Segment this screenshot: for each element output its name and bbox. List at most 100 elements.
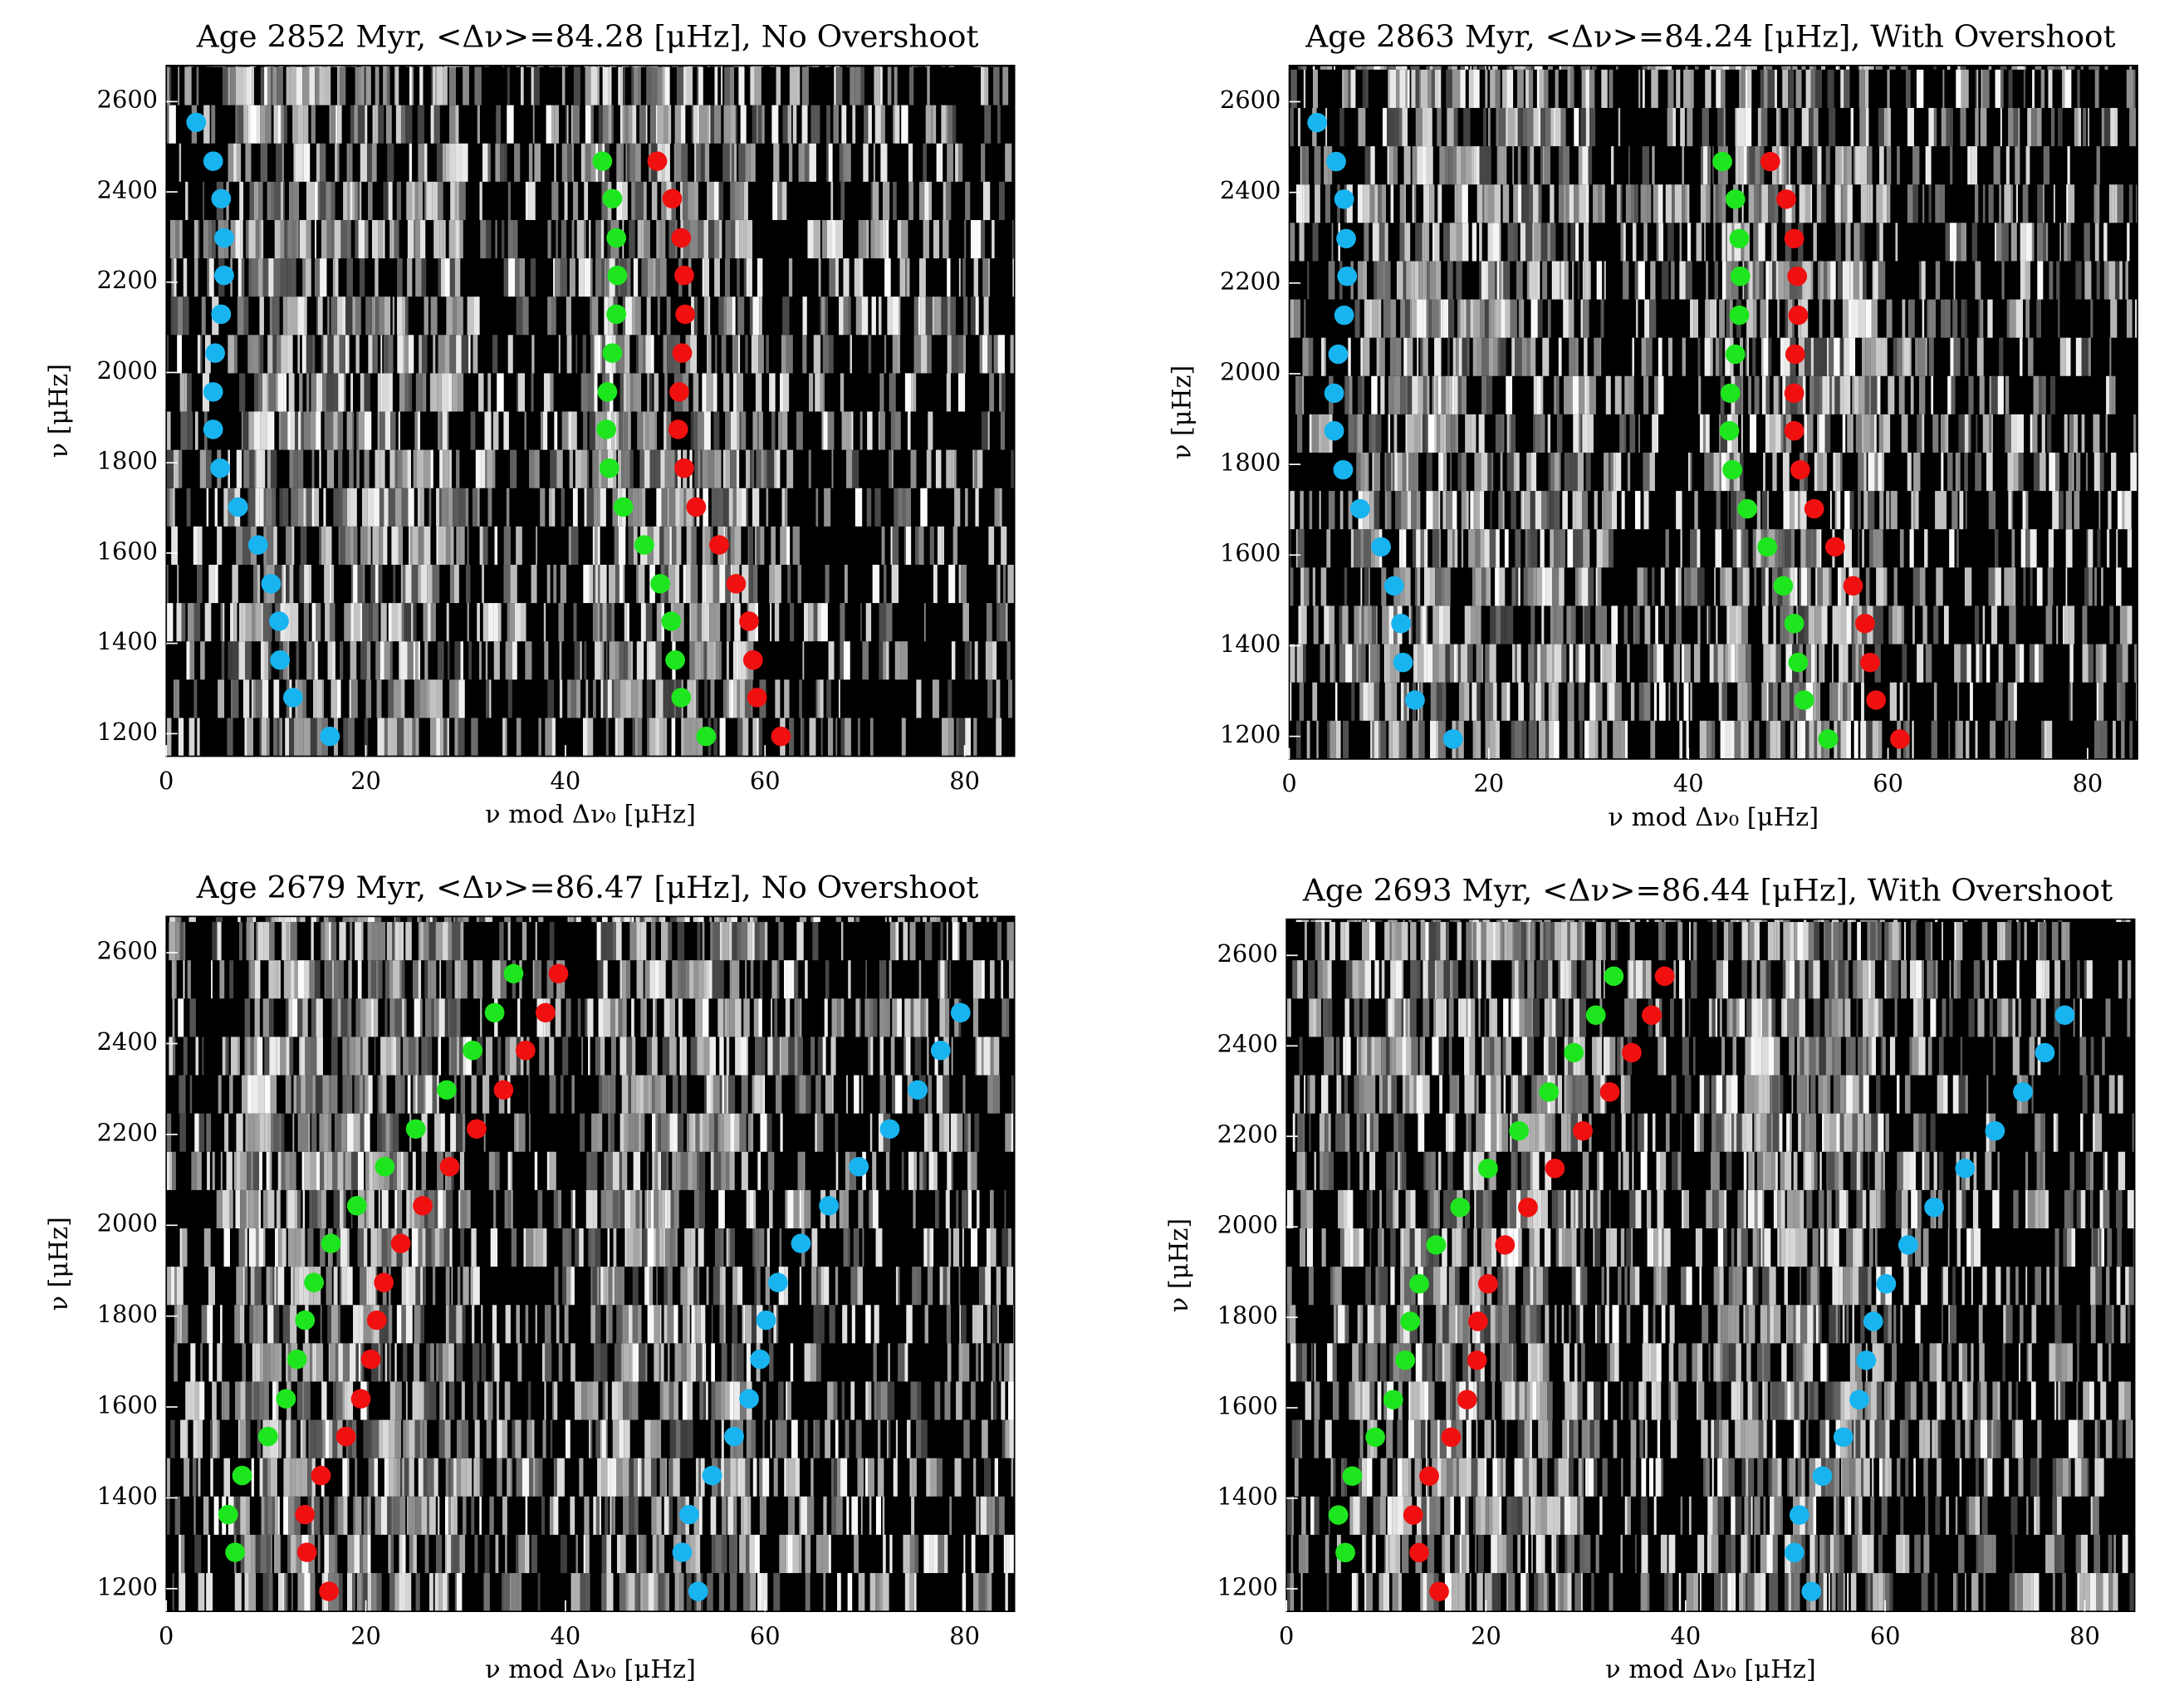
spectrum-stripe — [703, 1343, 705, 1381]
mode-point — [600, 458, 619, 478]
spectrum-stripe — [333, 258, 335, 297]
spectrum-stripe — [1315, 146, 1321, 184]
spectrum-stripe — [533, 1458, 535, 1497]
spectrum-stripe — [443, 450, 449, 488]
spectrum-stripe — [1741, 376, 1743, 414]
spectrum-stripe — [608, 105, 611, 144]
spectrum-stripe — [1516, 223, 1518, 261]
spectrum-stripe — [1575, 338, 1579, 376]
spectrum-stripe — [377, 1573, 382, 1611]
spectrum-stripe — [1383, 108, 1387, 146]
spectrum-stripe — [1676, 605, 1682, 644]
spectrum-stripe — [669, 488, 676, 527]
spectrum-stripe — [380, 641, 384, 679]
spectrum-stripe — [2095, 70, 2099, 108]
spectrum-stripe — [1956, 70, 1961, 108]
spectrum-stripe — [1919, 376, 1925, 414]
spectrum-stripe — [433, 220, 439, 258]
spectrum-stripe — [1657, 644, 1663, 683]
spectrum-stripe — [321, 335, 324, 373]
spectrum-stripe — [1941, 184, 1945, 223]
spectrum-stripe — [360, 641, 367, 679]
mode-point — [1720, 421, 1740, 440]
spectrum-stripe — [1707, 184, 1711, 223]
spectrum-stripe — [338, 1343, 343, 1381]
spectrum-stripe — [1710, 453, 1713, 491]
spectrum-stripe — [904, 527, 906, 565]
spectrum-stripe — [1911, 376, 1914, 414]
spectrum-stripe — [1423, 184, 1429, 223]
spectrum-stripe — [623, 1343, 629, 1381]
spectrum-stripe — [616, 144, 621, 182]
y-tick-label: 2000 — [97, 356, 158, 385]
spectrum-stripe — [1714, 644, 1718, 683]
spectrum-stripe — [1304, 300, 1305, 338]
spectrum-stripe — [706, 565, 712, 603]
spectrum-stripe — [2015, 146, 2020, 184]
spectrum-stripe — [1575, 644, 1579, 683]
mode-point — [1825, 537, 1845, 556]
spectrum-stripe — [1540, 70, 1545, 108]
spectrum-stripe — [388, 1535, 390, 1573]
spectrum-stripe — [708, 297, 710, 335]
spectrum-stripe — [802, 105, 808, 144]
spectrum-stripe — [487, 373, 491, 411]
spectrum-stripe — [869, 1497, 872, 1535]
spectrum-stripe — [1752, 338, 1756, 376]
spectrum-stripe — [1811, 70, 1815, 108]
spectrum-stripe — [2004, 184, 2010, 223]
spectrum-stripe — [1804, 338, 1811, 376]
spectrum-stripe — [311, 182, 315, 220]
spectrum-stripe — [1922, 605, 1927, 644]
spectrum-stripe — [2073, 453, 2074, 491]
spectrum-stripe — [1537, 567, 1542, 605]
spectrum-stripe — [1956, 223, 1961, 261]
spectrum-stripe — [1717, 644, 1723, 683]
spectrum-stripe — [1582, 414, 1588, 453]
spectrum-stripe — [1649, 453, 1655, 491]
spectrum-stripe — [1830, 300, 1834, 338]
spectrum-stripe — [217, 527, 222, 565]
spectrum-stripe — [736, 1458, 738, 1497]
spectrum-stripe — [734, 144, 737, 182]
spectrum-stripe — [657, 603, 662, 641]
spectrum-stripe — [1682, 644, 1684, 683]
spectrum-stripe — [1975, 453, 1981, 491]
spectrum-stripe — [367, 641, 370, 679]
spectrum-stripe — [1639, 683, 1644, 721]
spectrum-stripe — [368, 1535, 371, 1573]
spectrum-stripe — [414, 220, 415, 258]
spectrum-stripe — [675, 565, 679, 603]
spectrum-stripe — [1383, 300, 1390, 338]
spectrum-stripe — [1541, 605, 1544, 644]
spectrum-stripe — [380, 603, 386, 641]
spectrum-stripe — [314, 1497, 320, 1535]
spectrum-stripe — [402, 488, 409, 527]
spectrum-stripe — [2025, 300, 2030, 338]
spectrum-stripe — [933, 565, 938, 603]
spectrum-stripe — [1643, 453, 1649, 491]
spectrum-stripe — [1298, 529, 1305, 567]
spectrum-stripe — [531, 1420, 534, 1458]
spectrum-stripe — [1817, 683, 1820, 721]
spectrum-stripe — [1843, 184, 1848, 223]
spectrum-stripe — [1798, 491, 1800, 529]
spectrum-stripe — [1900, 529, 1904, 567]
spectrum-stripe — [1418, 567, 1421, 605]
spectrum-stripe — [368, 488, 374, 527]
spectrum-stripe — [600, 488, 606, 527]
spectrum-stripe — [1995, 223, 1996, 261]
spectrum-stripe — [688, 1420, 693, 1458]
spectrum-stripe — [788, 1497, 795, 1535]
spectrum-stripe — [2030, 567, 2033, 605]
spectrum-stripe — [430, 1381, 437, 1419]
spectrum-stripe — [1429, 300, 1432, 338]
spectrum-stripe — [482, 450, 486, 488]
spectrum-stripe — [1551, 683, 1555, 721]
spectrum-stripe — [1447, 261, 1453, 299]
mode-point — [1712, 152, 1732, 171]
spectrum-stripe — [1741, 721, 1744, 759]
spectrum-stripe — [1727, 491, 1729, 529]
spectrum-stripe — [352, 412, 354, 450]
spectrum-stripe — [1961, 300, 1966, 338]
